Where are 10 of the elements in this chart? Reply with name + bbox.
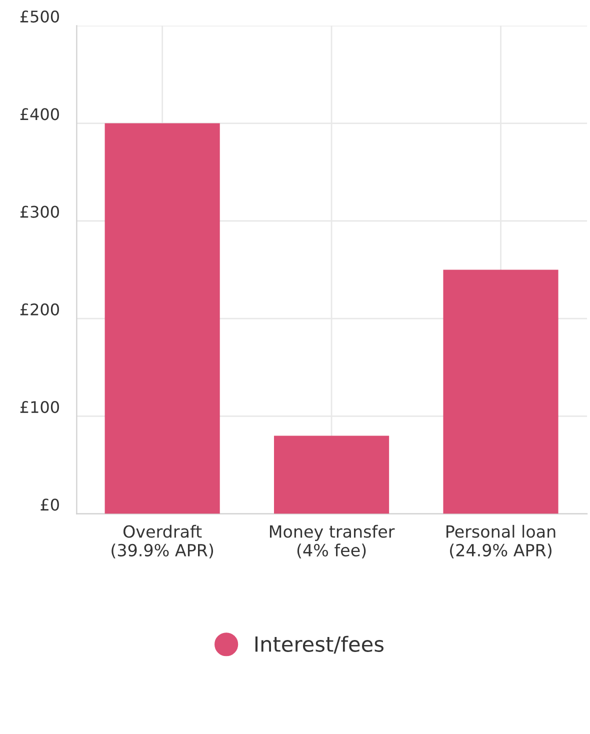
y-tick-label: £400 xyxy=(20,108,59,120)
y-tick-label: £0 xyxy=(40,498,59,511)
legend-label: Interest/fees xyxy=(255,636,384,654)
x-tick-label: Personal loan (24.9% APR) xyxy=(446,524,556,558)
y-tick-label: £200 xyxy=(20,303,59,316)
y-tick-label: £500 xyxy=(20,10,59,23)
x-tick-label: Overdraft (39.9% APR) xyxy=(112,524,214,558)
y-tick-label: £300 xyxy=(20,206,59,218)
x-tick-label: Money transfer (4% fee) xyxy=(270,524,395,558)
y-tick-label: £100 xyxy=(20,401,59,414)
